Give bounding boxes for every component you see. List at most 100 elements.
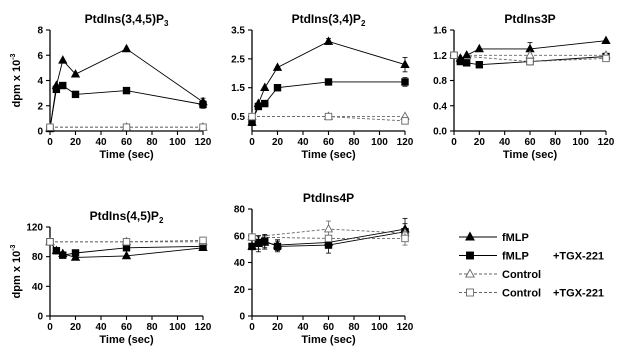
- point-fmlp: [474, 43, 484, 53]
- x-axis-label: Time (sec): [301, 149, 356, 161]
- x-tick-label: 100: [169, 322, 186, 333]
- series-line-fmlp-tgx: [49, 84, 204, 129]
- y-tick-label: 3.5: [231, 26, 245, 37]
- point-fmlp: [58, 55, 68, 64]
- point-fmlp-tgx: [261, 237, 269, 245]
- y-tick-label: 4: [37, 76, 43, 87]
- x-tick-label: 40: [297, 137, 309, 148]
- legend-label: Control: [502, 269, 541, 281]
- point-control-tgx: [324, 112, 333, 121]
- point-fmlp-tgx: [475, 61, 484, 69]
- y-tick-label: 0.5: [231, 112, 245, 123]
- x-tick-label: 40: [95, 137, 107, 148]
- point-control-tgx: [602, 54, 610, 63]
- x-axis-label: Time (sec): [99, 334, 154, 346]
- y-tick-label: 0.8: [433, 76, 447, 87]
- point-fmlp-tgx: [273, 242, 282, 251]
- panel-3: 0 20 40 60 80 100 120 0.0 0.4 0.8 1.2 1.6 Time (sec)…: [433, 12, 615, 161]
- x-tick-label: 80: [146, 322, 158, 333]
- y-tick-label: 20: [234, 285, 246, 296]
- point-fmlp-tgx: [248, 242, 256, 251]
- panel-title: PtdIns(4,5)P2: [90, 209, 164, 225]
- x-tick-label: 80: [348, 322, 360, 333]
- x-tick-label: 40: [297, 322, 309, 333]
- legend-label: Control: [502, 288, 541, 300]
- x-tick-label: 60: [121, 322, 133, 333]
- point-control-tgx: [401, 117, 409, 125]
- point-fmlp: [121, 43, 132, 53]
- y-tick-label: 40: [234, 258, 246, 269]
- x-tick-label: 100: [371, 322, 388, 333]
- x-tick-label: 120: [397, 137, 414, 148]
- legend-suffix: +TGX-221: [553, 288, 604, 300]
- legend-marker: [466, 288, 474, 297]
- x-tick-label: 40: [499, 137, 511, 148]
- panel-title-sub: 2: [159, 216, 164, 225]
- panel-title-text: PtdIns3P: [504, 12, 555, 26]
- point-fmlp: [272, 62, 283, 71]
- x-tick-label: 120: [397, 322, 414, 333]
- point-control-tgx: [324, 234, 333, 243]
- point-fmlp-tgx: [324, 241, 333, 249]
- y-tick-label: 120: [26, 223, 43, 234]
- y-tick-label: 0.4: [433, 101, 447, 112]
- point-fmlp-tgx: [199, 100, 207, 109]
- point-fmlp-tgx: [52, 85, 61, 94]
- x-tick-label: 80: [348, 137, 360, 148]
- x-tick-label: 120: [195, 137, 212, 148]
- legend-marker: [465, 231, 475, 241]
- y-tick-label: 2.5: [231, 54, 245, 65]
- legend-marker: [466, 251, 474, 260]
- point-control-tgx: [199, 123, 207, 131]
- point-fmlp-tgx: [324, 78, 333, 86]
- y-axis-label-sup: -3: [10, 244, 17, 250]
- point-control-tgx: [401, 234, 409, 243]
- point-fmlp: [70, 252, 81, 261]
- point-control-tgx: [450, 51, 458, 59]
- legend-marker: [465, 268, 475, 278]
- point-fmlp: [323, 36, 334, 45]
- x-tick-label: 100: [371, 137, 388, 148]
- panel-title-sub: 2: [361, 19, 366, 28]
- y-tick-label: 60: [234, 231, 246, 242]
- y-axis-label: dpm x 10-3: [10, 244, 23, 298]
- x-tick-label: 0: [249, 322, 255, 333]
- y-axis-label-sup: -3: [10, 53, 17, 59]
- point-control-tgx: [248, 233, 256, 241]
- point-fmlp-tgx: [59, 251, 67, 259]
- point-control-tgx: [46, 123, 54, 131]
- x-tick-label: 0: [451, 137, 457, 148]
- y-tick-label: 8: [37, 26, 43, 37]
- y-tick-label: 40: [32, 282, 44, 293]
- y-tick-label: 1.5: [231, 83, 245, 94]
- x-tick-label: 0: [47, 137, 53, 148]
- y-tick-label: 0: [239, 312, 245, 323]
- point-fmlp: [70, 69, 81, 78]
- point-control-tgx: [248, 112, 256, 121]
- legend-label: fMLP: [502, 251, 529, 263]
- point-control-tgx: [122, 238, 131, 246]
- x-tick-label: 60: [121, 137, 133, 148]
- point-fmlp-tgx: [273, 84, 282, 92]
- y-tick-label: 80: [32, 252, 44, 263]
- x-tick-label: 60: [323, 322, 335, 333]
- point-fmlp: [400, 59, 410, 68]
- panel-title: PtdIns(3,4,5)P3: [85, 12, 169, 28]
- point-fmlp-tgx: [71, 249, 80, 257]
- y-tick-label: 0.0: [433, 127, 447, 138]
- panel-title-text: PtdIns(4,5)P: [90, 209, 159, 223]
- y-tick-label: 80: [234, 205, 246, 216]
- y-tick-label: 1.6: [433, 26, 447, 37]
- panel-4: 0 20 40 60 80 100 120 0 40 80 120 Time (sec) dpm x 1…: [10, 209, 212, 346]
- x-tick-label: 120: [195, 322, 212, 333]
- legend-suffix: +TGX-221: [553, 251, 604, 263]
- panel-title-text: PtdIns(3,4,5)P: [85, 12, 164, 26]
- x-tick-label: 20: [474, 137, 486, 148]
- x-axis-label: Time (sec): [503, 149, 558, 161]
- point-control-tgx: [526, 57, 534, 66]
- y-axis-label: dpm x 10-3: [10, 53, 23, 107]
- panel-1: 0 20 40 60 80 100 120 0 2 4 6 8 Time (sec) dpm x 10-3…: [10, 12, 212, 161]
- point-fmlp: [462, 50, 472, 59]
- y-axis-label-text: dpm x 10: [11, 60, 23, 108]
